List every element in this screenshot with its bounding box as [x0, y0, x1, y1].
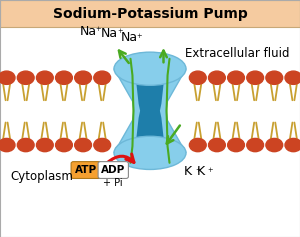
Circle shape	[247, 71, 264, 84]
Circle shape	[189, 71, 206, 84]
Text: Na: Na	[120, 32, 138, 44]
Circle shape	[17, 71, 34, 84]
Circle shape	[94, 138, 111, 152]
Text: $^+$: $^+$	[206, 167, 215, 177]
Circle shape	[266, 71, 283, 84]
Circle shape	[17, 138, 34, 152]
Circle shape	[247, 138, 264, 152]
Circle shape	[228, 138, 244, 152]
Circle shape	[94, 71, 111, 84]
Polygon shape	[135, 71, 165, 150]
Text: $^+$: $^+$	[135, 33, 143, 43]
Text: ATP: ATP	[75, 165, 97, 175]
Circle shape	[208, 138, 225, 152]
Circle shape	[75, 138, 92, 152]
Text: Sodium-Potassium Pump: Sodium-Potassium Pump	[52, 7, 247, 21]
Circle shape	[56, 71, 72, 84]
Circle shape	[56, 138, 72, 152]
Circle shape	[75, 71, 92, 84]
Text: ADP: ADP	[101, 165, 125, 175]
Text: Cytoplasm: Cytoplasm	[11, 170, 74, 183]
Text: Extracellular fluid: Extracellular fluid	[185, 47, 290, 60]
Text: K: K	[196, 165, 205, 178]
Text: Na: Na	[80, 25, 97, 38]
Text: $^+$: $^+$	[194, 167, 202, 177]
Text: $^+$: $^+$	[94, 26, 103, 36]
Polygon shape	[114, 69, 186, 153]
Circle shape	[228, 71, 244, 84]
Text: Na: Na	[101, 27, 118, 40]
Text: $^+$: $^+$	[116, 29, 124, 39]
Ellipse shape	[114, 52, 186, 85]
Ellipse shape	[114, 136, 186, 169]
Circle shape	[285, 138, 300, 152]
Circle shape	[0, 71, 15, 84]
Circle shape	[36, 138, 53, 152]
Circle shape	[189, 138, 206, 152]
FancyBboxPatch shape	[0, 0, 300, 27]
Circle shape	[285, 71, 300, 84]
Circle shape	[0, 138, 15, 152]
Circle shape	[266, 138, 283, 152]
Circle shape	[208, 71, 225, 84]
FancyBboxPatch shape	[71, 162, 101, 178]
Text: K: K	[183, 165, 192, 178]
Text: + Pi: + Pi	[103, 178, 123, 188]
Circle shape	[36, 71, 53, 84]
FancyBboxPatch shape	[98, 162, 128, 178]
